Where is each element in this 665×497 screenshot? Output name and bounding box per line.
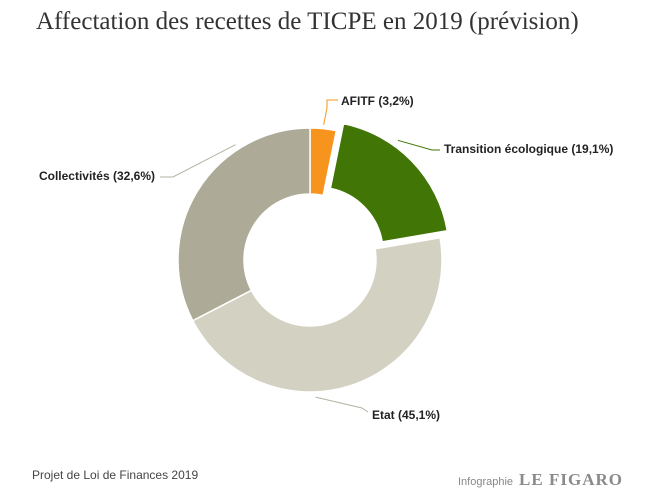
source-note: Projet de Loi de Finances 2019 xyxy=(32,468,199,482)
slice-transition-ecologique xyxy=(329,122,449,243)
chart-title: Affectation des recettes de TICPE en 201… xyxy=(36,8,579,35)
credit-prefix: Infographie xyxy=(458,476,514,488)
label-collectivites: Collectivités (32,6%) xyxy=(39,169,155,183)
slice-etat xyxy=(191,236,443,393)
label-afitf: AFITF (3,2%) xyxy=(341,94,414,108)
leader-line-transition-ecologique xyxy=(397,139,440,151)
label-transition-ecologique: Transition écologique (19,1%) xyxy=(444,142,613,156)
slice-collectivites xyxy=(177,127,311,322)
brand-logo: LE FIGARO xyxy=(519,470,623,489)
leader-line-etat xyxy=(315,396,369,413)
leader-line-afitf xyxy=(323,99,338,125)
credit: Infographie LE FIGARO xyxy=(458,470,623,490)
slice-afitf xyxy=(309,127,338,197)
leader-line-collectivites xyxy=(160,144,236,178)
label-etat: Etat (45,1%) xyxy=(372,408,440,422)
